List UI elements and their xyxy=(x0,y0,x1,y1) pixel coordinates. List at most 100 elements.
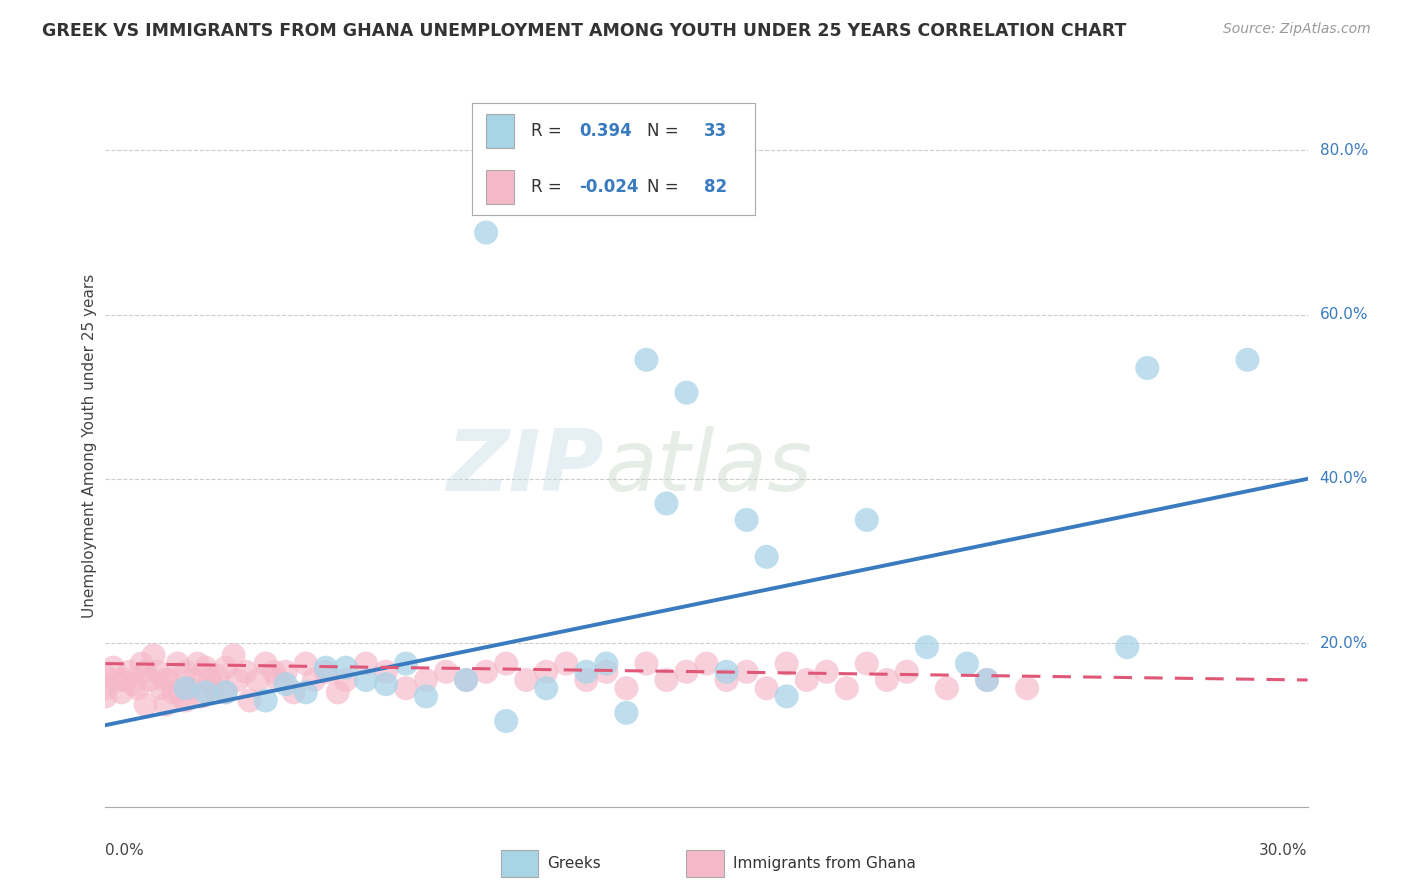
Point xyxy=(534,665,557,679)
Point xyxy=(174,681,197,696)
Point xyxy=(263,665,285,679)
Point xyxy=(295,685,318,699)
Point xyxy=(226,673,249,687)
Point xyxy=(876,673,898,687)
Point xyxy=(796,673,818,687)
Point xyxy=(198,673,221,687)
Point xyxy=(434,665,457,679)
Point xyxy=(855,513,877,527)
Point xyxy=(142,648,165,663)
Point xyxy=(575,673,598,687)
Point xyxy=(936,681,959,696)
Point xyxy=(183,673,205,687)
Point xyxy=(855,657,877,671)
Point xyxy=(354,657,377,671)
Point xyxy=(194,661,217,675)
Point xyxy=(190,690,212,704)
Point xyxy=(735,513,758,527)
Text: atlas: atlas xyxy=(605,426,813,509)
Point xyxy=(155,698,177,712)
Text: ZIP: ZIP xyxy=(447,426,605,509)
Point xyxy=(1136,361,1159,376)
Point xyxy=(655,496,678,510)
Point xyxy=(395,681,418,696)
Point xyxy=(107,673,129,687)
Point xyxy=(118,665,141,679)
Point xyxy=(415,673,437,687)
Point xyxy=(283,685,305,699)
Point xyxy=(976,673,998,687)
Text: 20.0%: 20.0% xyxy=(1320,636,1368,650)
Point xyxy=(534,681,557,696)
Point xyxy=(214,661,236,675)
Point xyxy=(595,657,617,671)
Text: 80.0%: 80.0% xyxy=(1320,143,1368,158)
Point xyxy=(835,681,858,696)
Point xyxy=(735,665,758,679)
Point xyxy=(374,677,398,691)
Point xyxy=(274,665,297,679)
Point xyxy=(515,673,537,687)
Point xyxy=(214,685,236,699)
Point xyxy=(162,685,184,699)
Point xyxy=(110,685,132,699)
Point xyxy=(170,690,193,704)
Point xyxy=(495,714,517,728)
Point xyxy=(475,226,498,240)
Point xyxy=(166,657,188,671)
Point xyxy=(915,640,938,655)
Point xyxy=(302,673,325,687)
Point xyxy=(1017,681,1039,696)
Point xyxy=(135,698,157,712)
Point xyxy=(254,657,277,671)
Point xyxy=(295,657,318,671)
Point xyxy=(202,681,225,696)
Point xyxy=(103,661,125,675)
Point xyxy=(575,665,598,679)
Point xyxy=(122,677,145,691)
Point xyxy=(696,657,718,671)
Point xyxy=(239,693,262,707)
Point xyxy=(616,706,638,720)
Point xyxy=(174,693,197,707)
Point xyxy=(595,665,617,679)
Point xyxy=(755,681,778,696)
Point xyxy=(246,673,269,687)
Point xyxy=(335,661,357,675)
Point xyxy=(956,657,979,671)
Point xyxy=(114,673,136,687)
Point xyxy=(976,673,998,687)
Point xyxy=(1236,352,1258,367)
Point xyxy=(138,673,160,687)
Bar xyxy=(686,850,724,877)
Point xyxy=(636,352,658,367)
Point xyxy=(395,657,418,671)
Bar xyxy=(501,850,538,877)
Point xyxy=(94,681,117,696)
Text: Immigrants from Ghana: Immigrants from Ghana xyxy=(733,855,915,871)
Point xyxy=(454,673,477,687)
Point xyxy=(475,665,498,679)
Text: 0.0%: 0.0% xyxy=(105,843,145,858)
Point xyxy=(655,673,678,687)
Point xyxy=(636,657,658,671)
Point xyxy=(1116,640,1139,655)
Point xyxy=(415,690,437,704)
Text: 30.0%: 30.0% xyxy=(1260,843,1308,858)
Point xyxy=(150,681,173,696)
Point xyxy=(94,690,117,704)
Point xyxy=(354,673,377,687)
Point xyxy=(495,657,517,671)
Point xyxy=(335,673,357,687)
Point xyxy=(131,657,153,671)
Point xyxy=(94,669,117,683)
Point xyxy=(776,690,799,704)
Text: GREEK VS IMMIGRANTS FROM GHANA UNEMPLOYMENT AMONG YOUTH UNDER 25 YEARS CORRELATI: GREEK VS IMMIGRANTS FROM GHANA UNEMPLOYM… xyxy=(42,22,1126,40)
Text: Greeks: Greeks xyxy=(547,855,600,871)
Point xyxy=(274,677,297,691)
Point xyxy=(187,657,209,671)
Point xyxy=(616,681,638,696)
Point xyxy=(675,385,697,400)
Point xyxy=(315,661,337,675)
Point xyxy=(716,673,738,687)
